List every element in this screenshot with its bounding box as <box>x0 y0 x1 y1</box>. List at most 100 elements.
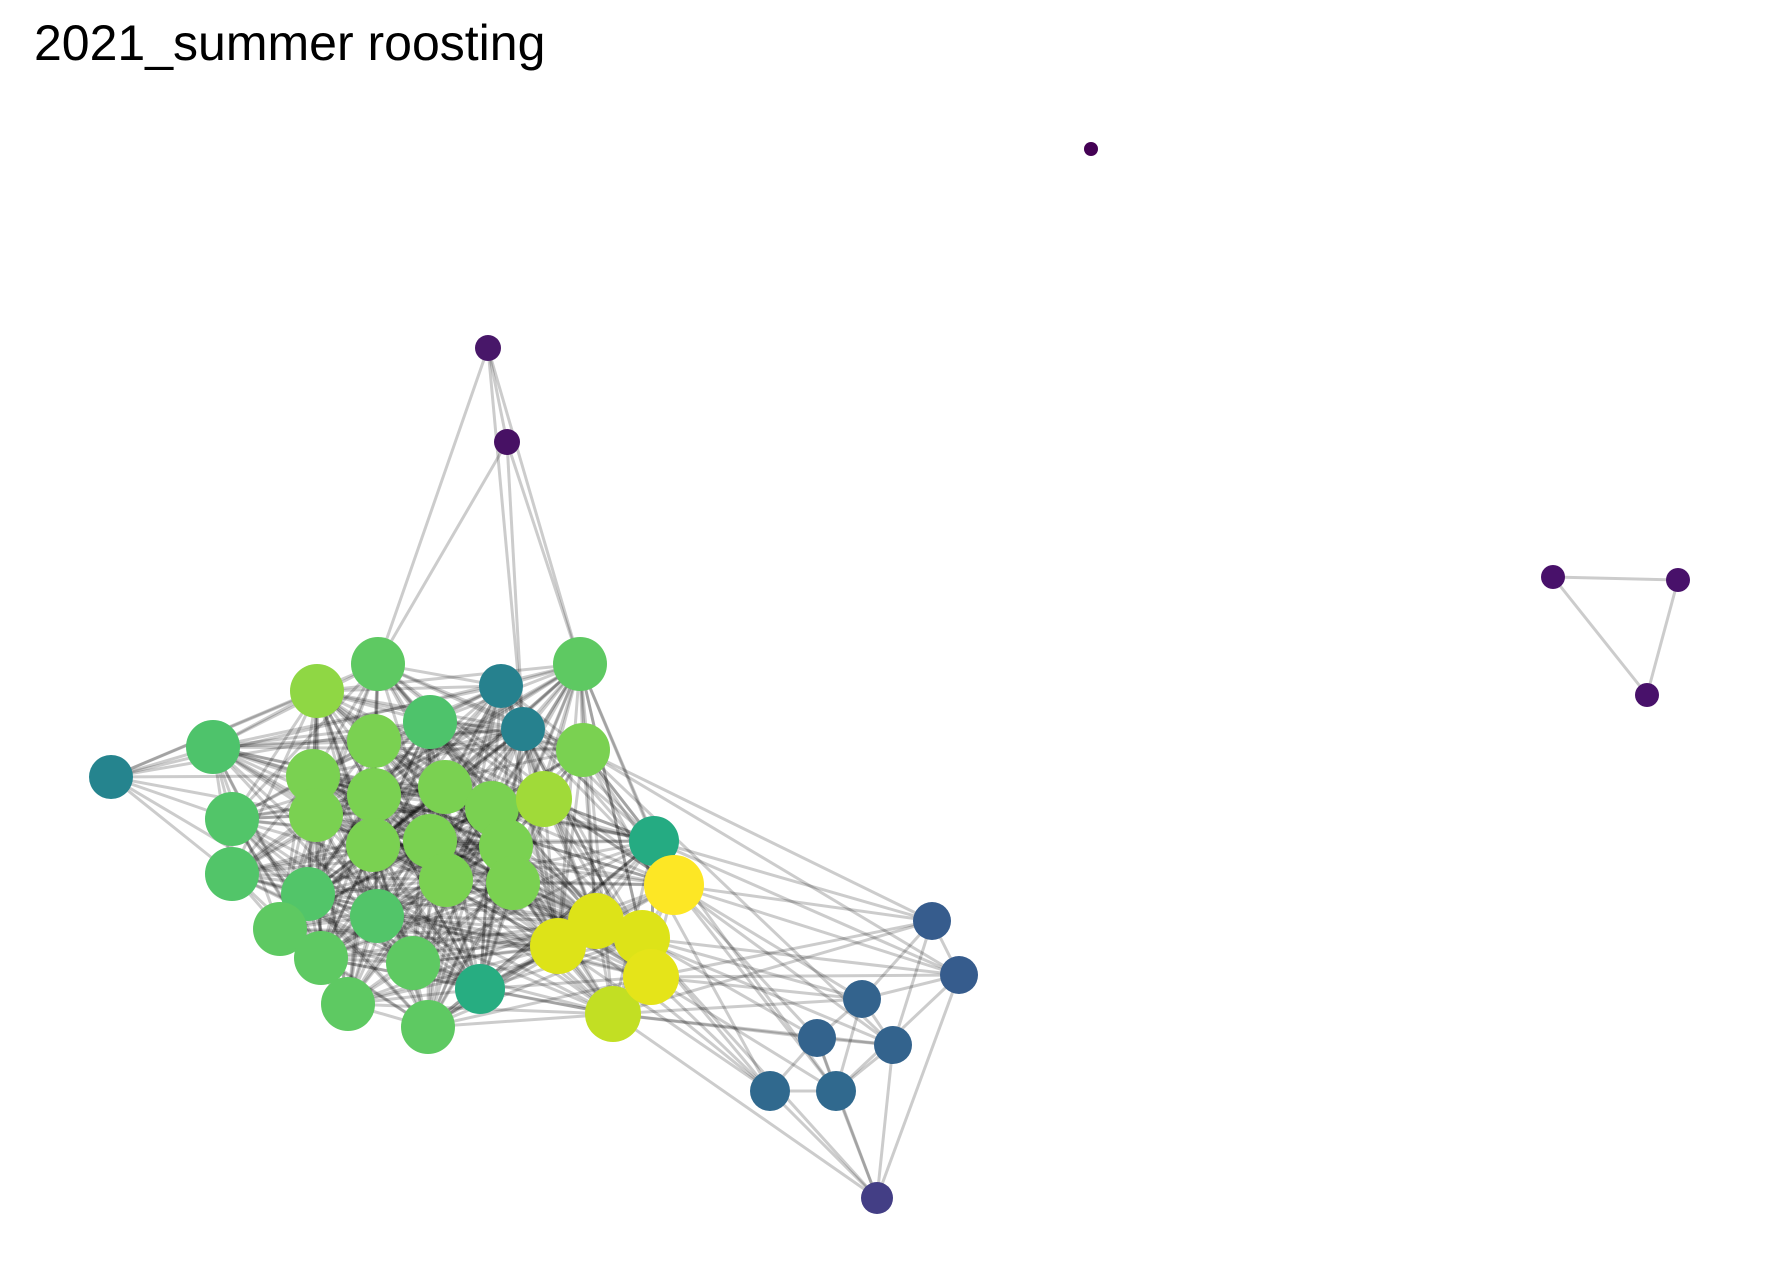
graph-edge <box>1645 579 1680 696</box>
graph-node <box>479 664 523 708</box>
graph-edge <box>875 1044 895 1199</box>
graph-edge <box>307 806 493 896</box>
graph-node <box>843 980 881 1018</box>
graph-edge <box>377 662 584 752</box>
plot-title: 2021_summer roosting <box>34 15 546 71</box>
graph-edge <box>556 749 585 947</box>
graph-edge <box>612 1012 818 1040</box>
graph-edge <box>1551 576 1649 696</box>
graph-edge <box>650 975 837 1093</box>
graph-edge <box>307 892 559 948</box>
graph-edge <box>612 1012 894 1047</box>
graph-edge <box>312 774 507 848</box>
graph-edge <box>673 883 894 1047</box>
graph-edge <box>312 727 524 778</box>
graph-node <box>494 429 520 455</box>
graph-edge <box>581 748 895 1047</box>
graph-edge <box>578 663 656 842</box>
graph-edge <box>672 884 838 1092</box>
graph-edge <box>110 774 314 779</box>
graph-edge <box>491 806 675 887</box>
graph-edge <box>371 844 482 990</box>
graph-edge <box>673 883 933 923</box>
graph-edge <box>650 973 960 979</box>
graph-edge <box>376 914 559 948</box>
graph-edge <box>582 748 933 923</box>
graph-edge <box>673 883 863 1001</box>
graph-edge <box>650 975 863 1001</box>
graph-edge <box>444 663 582 881</box>
graph-edge <box>505 441 582 665</box>
graph-node <box>346 818 400 872</box>
graph-node <box>750 1071 790 1111</box>
graph-node <box>419 853 473 907</box>
graph-edge <box>521 728 644 939</box>
graph-edge <box>412 839 655 965</box>
graph-node <box>205 792 259 846</box>
graph-edge <box>582 748 960 977</box>
graph-edge <box>372 662 581 847</box>
graph-edge <box>653 839 933 923</box>
graph-node <box>486 856 540 910</box>
graph-edge <box>373 748 584 797</box>
graph-node <box>455 964 505 1014</box>
graph-node <box>403 695 457 749</box>
graph-edge <box>307 892 481 991</box>
graph-edge <box>672 883 819 1040</box>
graph-edge <box>230 817 430 1029</box>
graph-edge <box>376 914 614 1016</box>
graph-edge <box>429 839 675 887</box>
graph-edge <box>110 775 317 817</box>
graph-edge <box>486 347 582 665</box>
graph-node <box>861 1182 893 1214</box>
graph-node <box>623 949 679 1005</box>
graph-edge <box>522 727 655 843</box>
graph-edge <box>307 892 597 923</box>
graph-node <box>644 855 704 915</box>
graph-edge <box>110 775 309 896</box>
graph-edge <box>491 806 655 843</box>
graph-edge <box>231 872 414 965</box>
graph-edge <box>212 745 374 847</box>
graph-node <box>874 1026 912 1064</box>
graph-edge <box>316 662 581 693</box>
graph-node <box>418 760 472 814</box>
graph-edge <box>445 878 614 1016</box>
graph-edge <box>346 807 494 1005</box>
graph-edge <box>768 1089 879 1200</box>
graph-node <box>351 637 405 691</box>
graph-edge <box>320 881 514 960</box>
graph-edge <box>612 1012 878 1200</box>
graph-edge <box>640 936 879 1200</box>
graph-edge <box>557 944 771 1093</box>
edge-layer <box>110 347 1680 1200</box>
graph-edge <box>412 961 614 1016</box>
graph-node <box>294 931 348 985</box>
graph-edge <box>486 347 509 443</box>
graph-edge <box>504 663 582 847</box>
graph-node <box>940 956 978 994</box>
graph-edge <box>428 685 503 842</box>
graph-edge <box>427 1012 614 1029</box>
graph-edge <box>307 881 514 896</box>
graph-node <box>556 723 610 777</box>
graph-edge <box>445 839 655 882</box>
graph-node <box>350 889 404 943</box>
graph-node <box>89 755 133 799</box>
graph-node <box>816 1071 856 1111</box>
graph-node <box>475 335 501 361</box>
graph-node <box>321 977 375 1031</box>
graph-edge <box>231 872 447 882</box>
graph-node <box>253 902 307 956</box>
graph-edge <box>372 843 652 979</box>
graph-node <box>568 893 624 949</box>
graph-edge <box>371 844 430 1028</box>
graph-edge <box>376 347 490 665</box>
graph-edge <box>445 878 675 887</box>
graph-edge <box>230 662 380 821</box>
graph-edge <box>230 690 319 875</box>
graph-node <box>286 749 340 803</box>
graph-edge <box>891 920 934 1046</box>
graph-edge <box>641 936 818 1040</box>
